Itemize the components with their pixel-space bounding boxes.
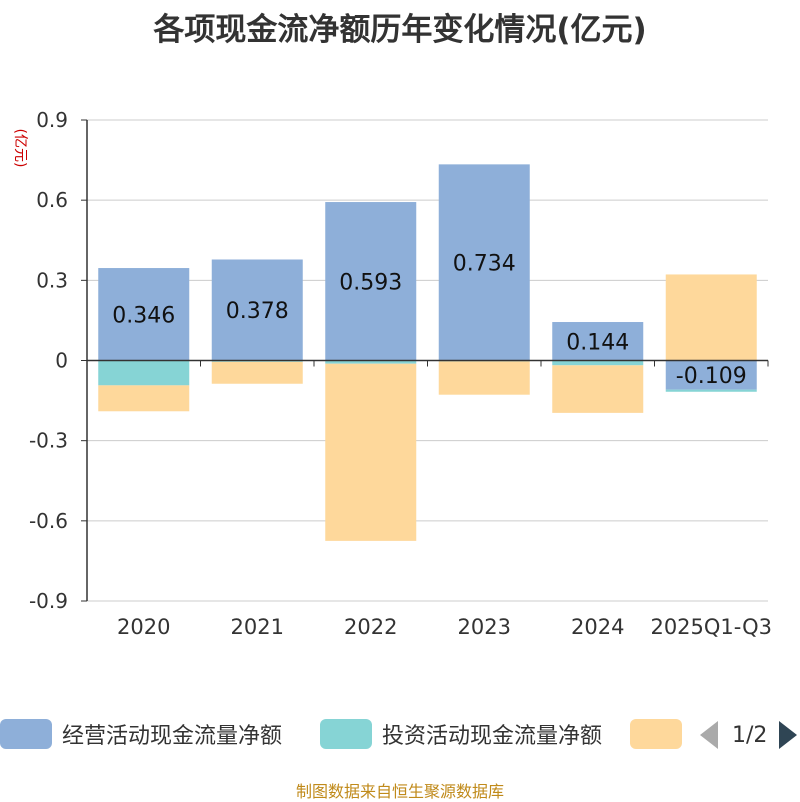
bar-series2 xyxy=(325,363,417,541)
bar-series1 xyxy=(552,360,644,366)
bar-series2 xyxy=(665,274,757,361)
bar-series0 xyxy=(325,202,417,361)
y-tick-label: 0 xyxy=(55,349,68,373)
y-tick-label: 0.3 xyxy=(36,268,68,292)
bar-series0 xyxy=(98,268,190,361)
legend-swatch-investing xyxy=(320,719,372,749)
data-label: -0.109 xyxy=(676,364,747,389)
legend-item-operating[interactable]: 经营活动现金流量净额 xyxy=(0,716,282,752)
y-tick-label: 0.9 xyxy=(36,108,68,132)
legend-swatch-operating xyxy=(0,719,52,749)
x-tick-label: 2022 xyxy=(344,615,397,639)
bar-series2 xyxy=(438,361,530,395)
data-label: 0.346 xyxy=(112,303,175,328)
legend-label-operating: 经营活动现金流量净额 xyxy=(62,724,283,749)
chart-plot: -0.9 -0.6 -0.3 0 0.3 0.6 0.9 2020 2021 2022 2023 20… xyxy=(29,108,772,639)
grid-layer xyxy=(87,119,768,602)
y-tick-label: -0.6 xyxy=(29,509,68,533)
legend-prev-arrow-icon[interactable] xyxy=(700,721,718,749)
y-tick-label: 0.6 xyxy=(36,188,68,212)
bar-layer xyxy=(98,164,757,541)
bar-series2 xyxy=(211,361,303,384)
x-tick-label: 2024 xyxy=(571,615,624,639)
bar-series1 xyxy=(325,360,417,364)
data-label: 0.378 xyxy=(226,299,289,324)
axis-layer: -0.9 -0.6 -0.3 0 0.3 0.6 0.9 2020 2021 2022 2023 20… xyxy=(29,108,772,639)
x-tick-label: 2025Q1-Q3 xyxy=(650,615,772,639)
y-tick-label: -0.9 xyxy=(29,589,68,613)
chart-title: 各项现金流净额历年变化情况(亿元) xyxy=(153,12,647,48)
legend-item-financing[interactable] xyxy=(630,716,682,752)
label-layer: 0.346 0.378 0.593 0.734 0.144 -0.109 xyxy=(112,251,746,389)
bar-series0 xyxy=(211,259,303,361)
source-footer: 制图数据来自恒生聚源数据库 xyxy=(295,782,504,801)
data-label: 0.144 xyxy=(566,330,629,355)
legend-page-indicator: 1/2 xyxy=(732,722,768,748)
bar-series0 xyxy=(552,322,644,361)
legend-label-investing: 投资活动现金流量净额 xyxy=(382,724,603,749)
legend-next-arrow-icon[interactable] xyxy=(779,721,798,749)
legend-item-investing[interactable]: 投资活动现金流量净额 xyxy=(320,716,602,752)
bar-series0 xyxy=(438,164,530,361)
x-tick-label: 2021 xyxy=(231,615,284,639)
bar-series1 xyxy=(98,360,190,386)
legend-pager: 1/2 xyxy=(700,718,798,752)
x-tick-label: 2020 xyxy=(117,615,170,639)
data-label: 0.593 xyxy=(339,270,402,295)
bar-series2 xyxy=(98,385,190,412)
bar-series0 xyxy=(665,360,757,390)
bar-series1 xyxy=(665,389,757,392)
legend-swatch-financing xyxy=(630,719,682,749)
bar-series2 xyxy=(552,365,644,413)
data-label: 0.734 xyxy=(453,251,516,276)
x-tick-label: 2023 xyxy=(458,615,511,639)
y-tick-label: -0.3 xyxy=(29,429,68,453)
